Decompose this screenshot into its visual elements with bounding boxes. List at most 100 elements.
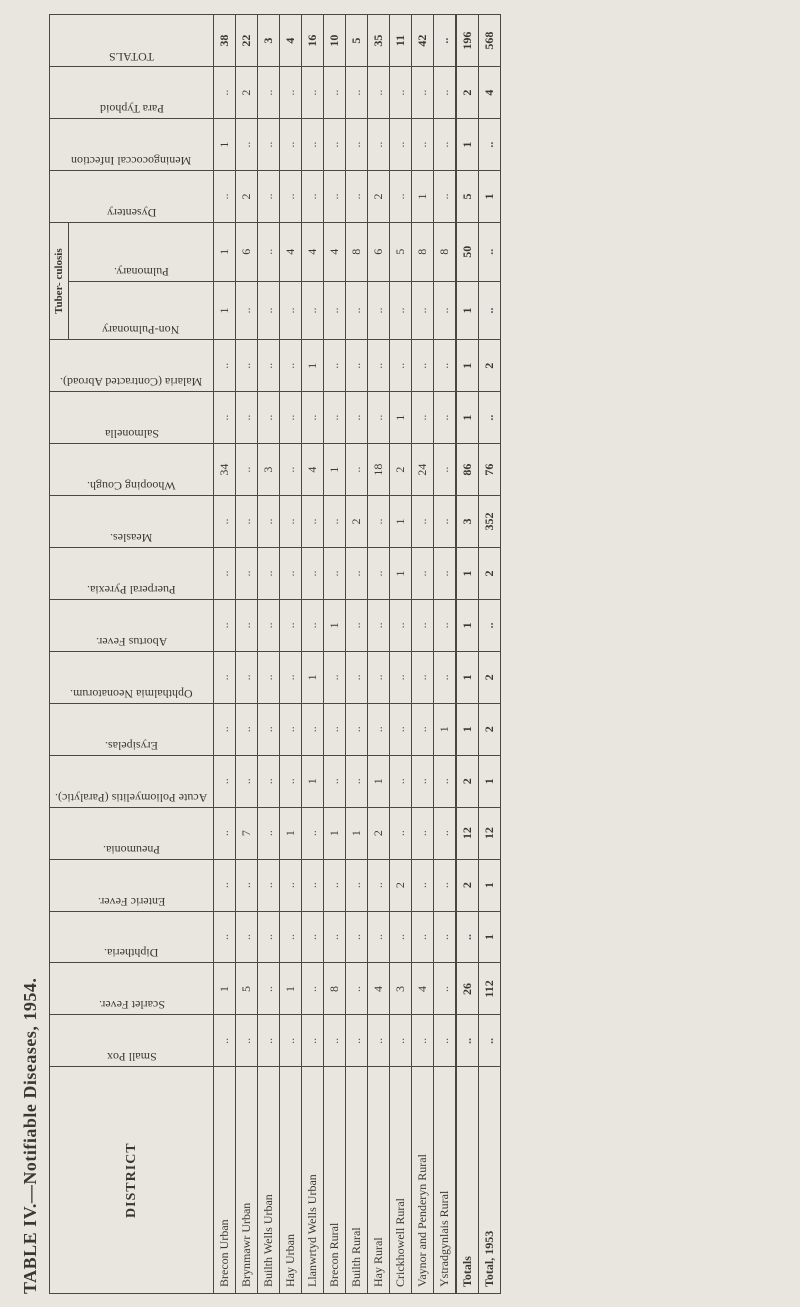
table-cell: 8	[346, 222, 368, 281]
table-cell: 1	[479, 170, 501, 222]
table-cell: ..	[346, 651, 368, 703]
table-cell: 6	[368, 222, 390, 281]
row-total: 11	[390, 14, 412, 66]
table-cell: ..	[412, 807, 434, 859]
district-name: Ystradgynlais Rural	[434, 1066, 457, 1293]
table-cell: 2	[368, 170, 390, 222]
table-cell: ..	[368, 339, 390, 391]
table-cell: 2	[456, 755, 479, 807]
table-cell: ..	[346, 443, 368, 495]
table-cell: ..	[236, 599, 258, 651]
table-cell: ..	[412, 859, 434, 911]
table-cell: ..	[324, 911, 346, 963]
table-row: Totals..26..2122111138611150512196	[456, 14, 479, 1293]
table-cell: ..	[390, 807, 412, 859]
table-cell: 1	[390, 495, 412, 547]
table-cell: 1	[346, 807, 368, 859]
table-cell: ..	[214, 495, 236, 547]
table-cell: ..	[302, 118, 324, 170]
table-cell: ..	[280, 703, 302, 755]
table-cell: 86	[456, 443, 479, 495]
table-cell: ..	[434, 755, 457, 807]
col-pneumonia: Pneumonia.	[50, 807, 214, 859]
table-cell: ..	[236, 495, 258, 547]
table-cell: 4	[324, 222, 346, 281]
table-cell: ..	[258, 911, 280, 963]
table-cell: ..	[214, 807, 236, 859]
table-cell: 5	[390, 222, 412, 281]
district-name: Brecon Urban	[214, 1066, 236, 1293]
table-row: Brynmawr Urban..5....7..................…	[236, 14, 258, 1293]
table-cell: ..	[412, 391, 434, 443]
table-cell: ..	[346, 281, 368, 340]
table-cell: ..	[280, 495, 302, 547]
table-cell: ..	[324, 66, 346, 118]
district-header: DISTRICT	[50, 1066, 214, 1293]
table-cell: 2	[236, 66, 258, 118]
table-row: Hay Urban..1....1....................4..…	[280, 14, 302, 1293]
table-cell: ..	[324, 651, 346, 703]
table-cell: 1	[390, 547, 412, 599]
table-cell: ..	[302, 911, 324, 963]
table-row: Brecon Rural..8....1......1....1......4.…	[324, 14, 346, 1293]
row-total: 38	[214, 14, 236, 66]
table-cell: ..	[368, 651, 390, 703]
table-cell: ..	[324, 755, 346, 807]
table-row: Brecon Urban..1..................34....1…	[214, 14, 236, 1293]
table-cell: 2	[479, 547, 501, 599]
table-cell: ..	[368, 391, 390, 443]
table-cell: ..	[214, 339, 236, 391]
table-cell: ..	[280, 443, 302, 495]
totals-header: TOTALS	[50, 14, 214, 66]
table-cell: ..	[280, 547, 302, 599]
table-cell: ..	[324, 547, 346, 599]
col-erysipelas: Erysipelas.	[50, 703, 214, 755]
diseases-table: DISTRICT Small Pox Scarlet Fever. Diphth…	[49, 14, 501, 1294]
table-cell: ..	[258, 651, 280, 703]
table-cell: ..	[324, 859, 346, 911]
col-pulmonary: Pulmonary.	[69, 222, 214, 281]
district-name: Vaynor and Penderyn Rural	[412, 1066, 434, 1293]
table-cell: 26	[456, 963, 479, 1015]
table-cell: ..	[324, 391, 346, 443]
table-cell: ..	[346, 391, 368, 443]
table-cell: ..	[302, 547, 324, 599]
table-cell: ..	[324, 170, 346, 222]
row-total: 42	[412, 14, 434, 66]
table-cell: ..	[368, 599, 390, 651]
table-cell: ..	[236, 281, 258, 340]
table-cell: 1	[456, 281, 479, 340]
table-cell: ..	[280, 651, 302, 703]
col-ophthalmia: Ophthalmia Neonatorum.	[50, 651, 214, 703]
table-cell: ..	[236, 391, 258, 443]
table-cell: ..	[302, 66, 324, 118]
table-cell: ..	[368, 495, 390, 547]
table-cell: ..	[346, 963, 368, 1015]
table-cell: ..	[412, 599, 434, 651]
table-cell: 4	[302, 222, 324, 281]
district-name: Builth Wells Urban	[258, 1066, 280, 1293]
table-cell: ..	[280, 755, 302, 807]
table-cell: ..	[346, 170, 368, 222]
table-cell: ..	[390, 703, 412, 755]
table-cell: ..	[434, 118, 457, 170]
district-name: Llanwrtyd Wells Urban	[302, 1066, 324, 1293]
table-cell: 4	[479, 66, 501, 118]
table-cell: ..	[390, 755, 412, 807]
table-cell: ..	[302, 703, 324, 755]
table-cell: 2	[479, 651, 501, 703]
table-cell: ..	[258, 599, 280, 651]
table-cell: 3	[258, 443, 280, 495]
table-cell: 352	[479, 495, 501, 547]
table-cell: ..	[412, 1014, 434, 1066]
table-cell: ..	[236, 339, 258, 391]
table-cell: 1	[214, 963, 236, 1015]
table-cell: ..	[434, 391, 457, 443]
table-cell: 2	[479, 703, 501, 755]
district-name: Hay Urban	[280, 1066, 302, 1293]
table-cell: ..	[412, 651, 434, 703]
table-cell: ..	[479, 222, 501, 281]
col-whooping: Whooping Cough.	[50, 443, 214, 495]
table-row: Crickhowell Rural..3..2..........1121...…	[390, 14, 412, 1293]
table-cell: 1	[456, 651, 479, 703]
